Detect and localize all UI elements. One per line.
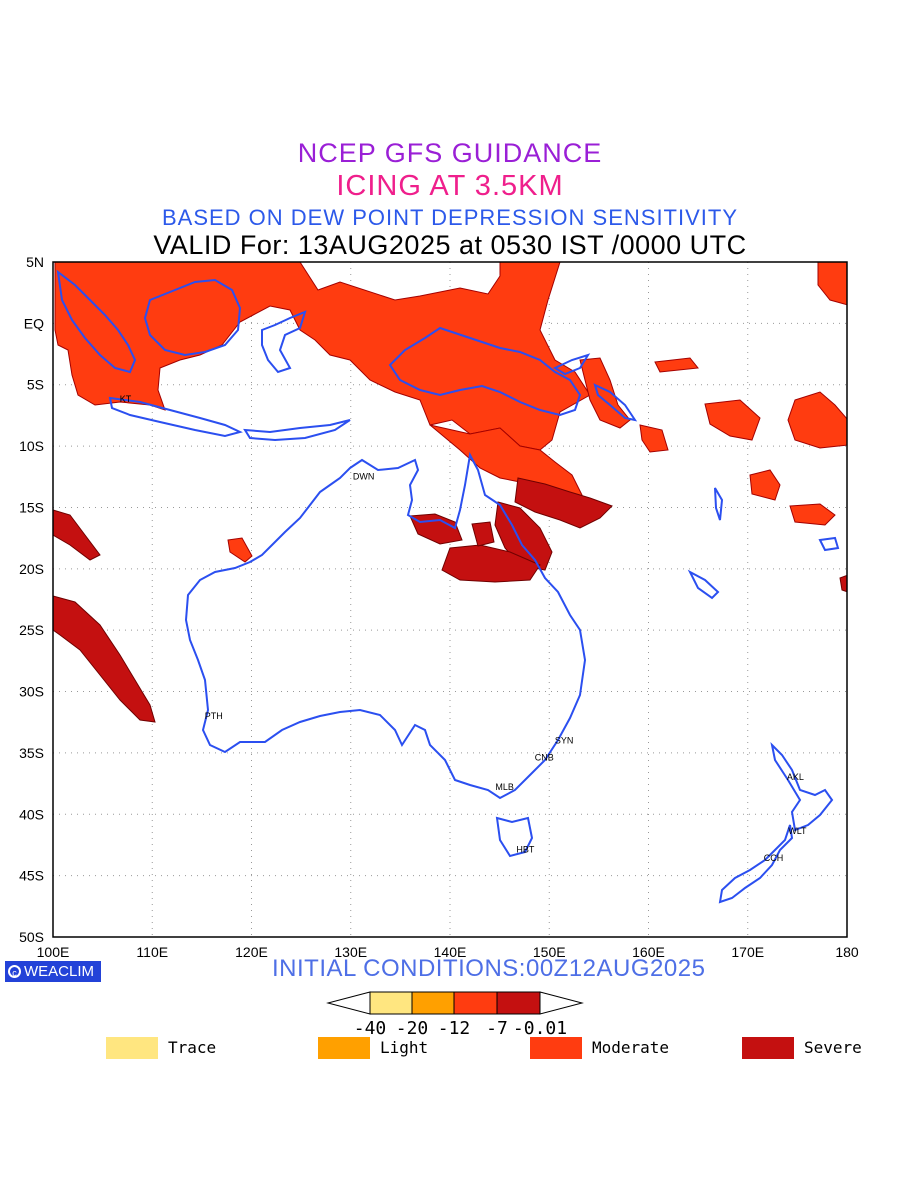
legend-swatch-light bbox=[318, 1037, 370, 1059]
icing-areas bbox=[53, 262, 847, 723]
lat-tick-label: 15S bbox=[19, 499, 44, 515]
lon-tick-label: 130E bbox=[334, 944, 367, 960]
icing-area-coral-sea-severe bbox=[514, 477, 613, 529]
lat-tick-label: 10S bbox=[19, 438, 44, 454]
station-label: KT bbox=[120, 394, 132, 404]
coast-fiji bbox=[818, 536, 840, 552]
coast-tasmania bbox=[495, 816, 534, 858]
coastlines bbox=[56, 269, 840, 904]
lat-tick-label: EQ bbox=[24, 315, 44, 331]
weaclim-badge: c WEACLIM bbox=[5, 961, 101, 982]
copyright-circle-icon: c bbox=[8, 965, 21, 978]
station-label: DWN bbox=[353, 472, 375, 482]
lat-tick-label: 50S bbox=[19, 929, 44, 945]
legend-label-severe: Severe bbox=[804, 1038, 862, 1057]
colorbar-tick-labels: -40 -20 -12 -7 -0.01 bbox=[354, 1018, 567, 1039]
station-label: AKL bbox=[787, 772, 804, 782]
title-product: ICING AT 3.5KM bbox=[336, 170, 564, 202]
icing-area-qld-small bbox=[471, 521, 495, 547]
colorbar-tick-label: -12 bbox=[438, 1018, 471, 1039]
lon-tick-label: 100E bbox=[37, 944, 70, 960]
coast-java bbox=[108, 396, 243, 438]
icing-area-queensland-central bbox=[441, 544, 541, 583]
icing-area-vanuatu-fiji bbox=[639, 424, 669, 453]
brand-label: WEACLIM bbox=[24, 963, 95, 980]
station-label: HBT bbox=[516, 845, 535, 855]
lat-tick-label: 5N bbox=[26, 254, 44, 270]
icing-area-gulf-carpentaria bbox=[409, 513, 463, 545]
coast-new-guinea bbox=[388, 326, 582, 417]
colorbar-tick-label: -7 bbox=[486, 1018, 508, 1039]
lon-tick-label: 180 bbox=[835, 944, 859, 960]
station-label: PTH bbox=[205, 711, 223, 721]
lat-tick-label: 40S bbox=[19, 806, 44, 822]
lat-tick-label: 5S bbox=[27, 377, 44, 393]
coast-borneo bbox=[143, 278, 242, 357]
legend-label-light: Light bbox=[380, 1038, 429, 1057]
coast-lesser-sunda bbox=[243, 419, 351, 442]
icing-area-tonga bbox=[789, 503, 836, 526]
coast-sulawesi bbox=[261, 310, 307, 374]
station-label: SYN bbox=[555, 735, 574, 745]
coast-new-zealand-north bbox=[770, 741, 834, 832]
coast-australia bbox=[184, 451, 587, 800]
coast-new-zealand-south bbox=[718, 824, 794, 904]
station-label: MLB bbox=[495, 782, 514, 792]
title-valid-time: VALID For: 13AUG2025 at 0530 IST /0000 U… bbox=[153, 230, 747, 260]
colorbar-tick-label: -20 bbox=[396, 1018, 429, 1039]
title-method: BASED ON DEW POINT DEPRESSION SENSITIVIT… bbox=[161, 205, 739, 230]
legend-label-trace: Trace bbox=[168, 1038, 217, 1057]
coast-solomons bbox=[593, 383, 638, 422]
lon-tick-label: 120E bbox=[235, 944, 268, 960]
title-model: NCEP GFS GUIDANCE bbox=[297, 138, 603, 168]
map-frame bbox=[52, 261, 848, 938]
coast-vanuatu bbox=[714, 487, 724, 521]
colorbar-tick-label: -40 bbox=[354, 1018, 387, 1039]
icing-area-fiji-north bbox=[787, 391, 847, 449]
icing-area-sumatra-borneo bbox=[54, 262, 591, 451]
coast-new-caledonia bbox=[687, 569, 720, 600]
lon-tick-label: 170E bbox=[731, 944, 764, 960]
icing-area-wa-small bbox=[227, 537, 253, 563]
legend-swatch-moderate bbox=[530, 1037, 582, 1059]
icing-area-indian-ocean-south bbox=[53, 595, 156, 723]
colorbar-tick-label: -0.01 bbox=[513, 1018, 567, 1039]
axis-labels: 100E 110E 120E 130E 140E 150E 160E 170E 180 5N EQ 5… bbox=[19, 254, 859, 960]
lat-tick-label: 30S bbox=[19, 684, 44, 700]
icing-area-indian-ocean-north bbox=[53, 509, 101, 561]
icing-map: 100E 110E 120E 130E 140E 150E 160E 170E 180 5N EQ 5… bbox=[19, 254, 859, 960]
icing-area-small-east bbox=[654, 357, 699, 373]
legend-label-moderate: Moderate bbox=[592, 1038, 670, 1057]
legend-swatch-severe bbox=[742, 1037, 794, 1059]
legend-swatch-trace bbox=[106, 1037, 158, 1059]
initial-conditions: INITIAL CONDITIONS:00Z12AUG2025 bbox=[272, 955, 706, 982]
lat-tick-label: 35S bbox=[19, 745, 44, 761]
station-label: WLT bbox=[788, 826, 807, 836]
lat-tick-label: 45S bbox=[19, 868, 44, 884]
icing-area-coral-sea-east bbox=[704, 399, 761, 441]
station-label: CCH bbox=[764, 853, 784, 863]
icing-area-pacific-ne bbox=[817, 262, 847, 306]
coast-new-britain bbox=[552, 353, 591, 376]
lat-tick-label: 20S bbox=[19, 561, 44, 577]
icing-area-new-caledonia bbox=[749, 469, 781, 501]
lon-tick-label: 110E bbox=[136, 944, 168, 960]
coast-sumatra bbox=[56, 269, 137, 374]
lat-tick-label: 25S bbox=[19, 622, 44, 638]
icing-area-fiji-east bbox=[839, 574, 847, 593]
lon-tick-label: 160E bbox=[632, 944, 665, 960]
icing-area-new-guinea-east bbox=[429, 424, 583, 501]
lon-tick-label: 150E bbox=[533, 944, 566, 960]
lon-tick-label: 140E bbox=[434, 944, 467, 960]
station-label: CNB bbox=[535, 753, 554, 763]
